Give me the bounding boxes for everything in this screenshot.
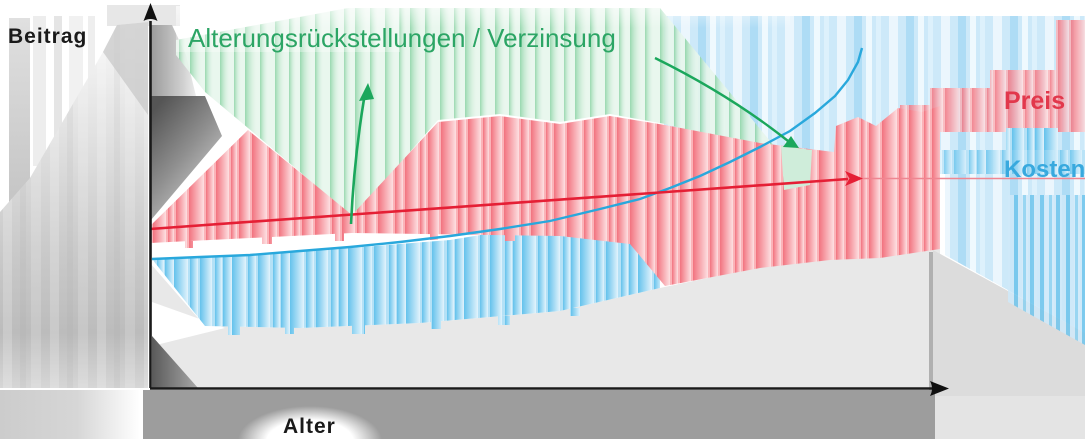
svg-text:Alterungsrückstellungen / Verz: Alterungsrückstellungen / Verzinsung (188, 23, 616, 53)
svg-text:Beitrag: Beitrag (8, 25, 87, 48)
svg-text:Preis: Preis (1004, 87, 1065, 115)
svg-text:Alter: Alter (283, 415, 336, 438)
svg-text:Kosten: Kosten (1004, 156, 1085, 183)
